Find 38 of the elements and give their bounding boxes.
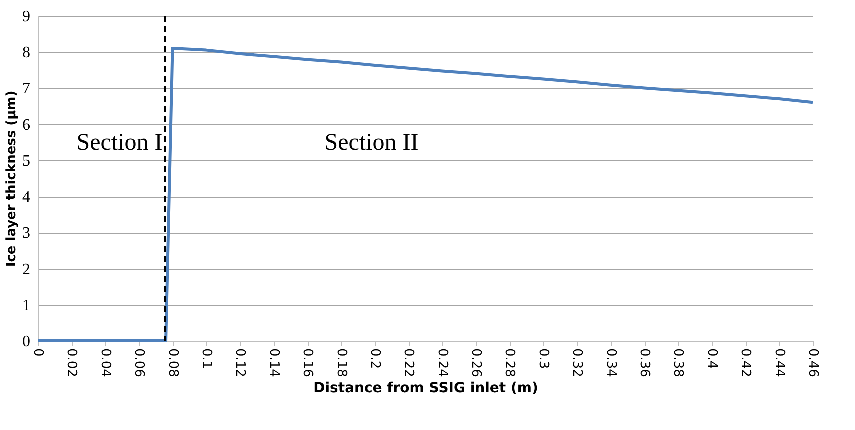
x-tick-label: 0.32 (570, 348, 585, 378)
y-tick-label: 6 (22, 116, 30, 134)
y-tick-label: 4 (22, 189, 30, 206)
x-tick-label: 0.08 (165, 348, 180, 378)
annotation: Section I (76, 130, 163, 156)
x-tick-label: 0.38 (670, 348, 686, 378)
x-tick-label: 0.3 (536, 348, 551, 370)
x-tick-label: 0.16 (300, 348, 316, 378)
y-axis-title: Ice layer thickness (µm) (4, 90, 20, 268)
x-tick-label: 0.42 (738, 348, 754, 378)
x-tick-label: 0.14 (266, 348, 282, 378)
x-axis-title: Distance from SSIG inlet (m) (314, 380, 538, 396)
annotation: Section II (324, 130, 419, 156)
x-tick-label: 0.4 (704, 348, 720, 370)
x-tick-label: 0.04 (98, 348, 113, 378)
x-tick-label: 0.24 (434, 348, 450, 378)
x-tick-label: 0.1 (198, 348, 214, 370)
x-tick-label: 0.12 (232, 348, 248, 378)
x-tick-label: 0.18 (334, 348, 349, 378)
y-tick-label: 9 (22, 8, 30, 26)
x-tick-label: 0.22 (401, 348, 416, 378)
x-tick-label: 0.46 (806, 348, 820, 378)
x-tick-label: 0.28 (502, 348, 518, 378)
x-tick-label: 0.26 (468, 348, 484, 378)
x-tick-label: 0.44 (772, 348, 787, 378)
x-tick-label: 0.34 (603, 348, 618, 378)
y-tick-label: 8 (22, 44, 30, 62)
y-tick-label: 2 (22, 261, 30, 278)
y-tick-label: 3 (22, 225, 30, 242)
x-tick-label: 0.02 (64, 348, 80, 378)
x-tick-label: 0.2 (367, 348, 382, 370)
y-tick-label: 7 (22, 80, 30, 98)
x-tick-label: 0 (30, 348, 46, 357)
x-tick-label: 0.06 (132, 348, 147, 378)
y-tick-label: 5 (22, 152, 30, 170)
y-tick-label: 0 (22, 334, 30, 350)
y-tick-label: 1 (22, 297, 30, 314)
x-tick-label: 0.36 (637, 348, 652, 378)
